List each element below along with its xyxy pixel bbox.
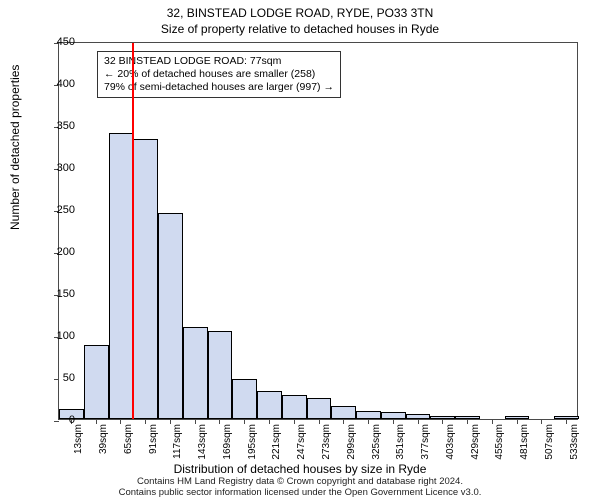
x-tick — [319, 419, 320, 424]
chart-title-address: 32, BINSTEAD LODGE ROAD, RYDE, PO33 3TN — [0, 6, 600, 20]
x-tick — [467, 419, 468, 424]
histogram-bar — [133, 139, 158, 419]
y-tick-label: 0 — [35, 414, 75, 426]
annotation-box: 32 BINSTEAD LODGE ROAD: 77sqm← 20% of de… — [97, 51, 341, 98]
x-tick-label: 169sqm — [222, 424, 233, 460]
x-tick-label: 325sqm — [371, 424, 382, 460]
x-tick — [195, 419, 196, 424]
y-tick-label: 400 — [35, 78, 75, 90]
annotation-line: 32 BINSTEAD LODGE ROAD: 77sqm — [104, 55, 334, 68]
x-tick — [418, 419, 419, 424]
chart-title-subtitle: Size of property relative to detached ho… — [0, 22, 600, 36]
histogram-bar — [356, 411, 381, 419]
y-tick-label: 250 — [35, 204, 75, 216]
x-tick-label: 39sqm — [98, 424, 109, 454]
x-tick-label: 507sqm — [544, 424, 555, 460]
x-tick-label: 247sqm — [296, 424, 307, 460]
marker-line — [132, 43, 133, 419]
x-tick — [219, 419, 220, 424]
y-tick-label: 100 — [35, 330, 75, 342]
x-tick-label: 273sqm — [321, 424, 332, 460]
x-tick — [170, 419, 171, 424]
y-tick-label: 350 — [35, 120, 75, 132]
x-tick-label: 533sqm — [569, 424, 580, 460]
y-tick-label: 300 — [35, 162, 75, 174]
histogram-bar — [307, 398, 332, 419]
histogram-bar — [109, 133, 134, 419]
y-tick-label: 200 — [35, 246, 75, 258]
x-tick — [541, 419, 542, 424]
x-tick-label: 429sqm — [470, 424, 481, 460]
x-tick-label: 481sqm — [519, 424, 530, 460]
histogram-bar — [158, 213, 183, 419]
x-tick-label: 117sqm — [172, 424, 183, 459]
x-tick-label: 221sqm — [271, 424, 282, 460]
footnote-line1: Contains HM Land Registry data © Crown c… — [0, 476, 600, 487]
y-tick-label: 50 — [35, 372, 75, 384]
x-tick — [393, 419, 394, 424]
histogram-bar — [381, 412, 406, 419]
histogram-bar — [282, 395, 307, 419]
histogram-bar — [331, 406, 356, 419]
x-tick-label: 403sqm — [445, 424, 456, 460]
histogram-bar — [257, 391, 282, 419]
x-tick — [145, 419, 146, 424]
y-tick-label: 450 — [35, 36, 75, 48]
footnote-line2: Contains public sector information licen… — [0, 487, 600, 498]
x-tick-label: 351sqm — [395, 424, 406, 460]
plot-area: 32 BINSTEAD LODGE ROAD: 77sqm← 20% of de… — [58, 42, 578, 420]
y-tick-label: 150 — [35, 288, 75, 300]
x-tick-label: 91sqm — [148, 424, 159, 454]
x-tick — [244, 419, 245, 424]
x-tick — [269, 419, 270, 424]
x-tick — [294, 419, 295, 424]
annotation-line: ← 20% of detached houses are smaller (25… — [104, 68, 334, 81]
footnote: Contains HM Land Registry data © Crown c… — [0, 476, 600, 498]
x-tick — [343, 419, 344, 424]
chart-titles: 32, BINSTEAD LODGE ROAD, RYDE, PO33 3TN … — [0, 0, 600, 36]
x-tick-label: 299sqm — [346, 424, 357, 460]
histogram-bar — [232, 379, 257, 419]
histogram-bar — [183, 327, 208, 419]
annotation-line: 79% of semi-detached houses are larger (… — [104, 81, 334, 94]
x-tick-label: 455sqm — [494, 424, 505, 460]
x-tick — [517, 419, 518, 424]
y-axis-label: Number of detached properties — [8, 65, 22, 230]
x-tick — [442, 419, 443, 424]
x-tick-label: 377sqm — [420, 424, 431, 460]
x-tick-label: 13sqm — [73, 424, 84, 454]
x-tick — [566, 419, 567, 424]
x-axis-label: Distribution of detached houses by size … — [0, 462, 600, 476]
x-tick-label: 143sqm — [197, 424, 208, 460]
x-tick — [368, 419, 369, 424]
chart-container: 32, BINSTEAD LODGE ROAD, RYDE, PO33 3TN … — [0, 0, 600, 500]
histogram-bar — [208, 331, 233, 419]
histogram-bar — [84, 345, 109, 419]
x-tick-label: 65sqm — [123, 424, 134, 454]
x-tick — [96, 419, 97, 424]
x-tick-label: 195sqm — [247, 424, 258, 460]
x-tick — [492, 419, 493, 424]
x-tick — [120, 419, 121, 424]
